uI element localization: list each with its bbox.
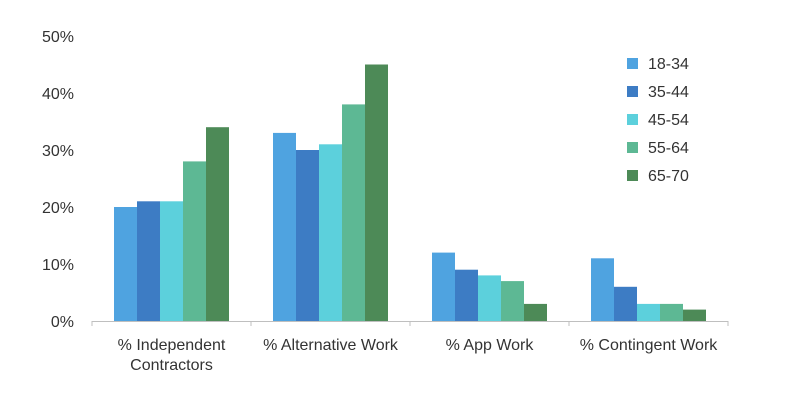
bars — [114, 64, 706, 322]
bar-35-44-1 — [296, 150, 319, 321]
legend-label: 18-34 — [648, 56, 689, 73]
x-category-label: % Alternative Work — [263, 337, 399, 354]
bar-45-54-3 — [637, 303, 660, 321]
bar-65-70-1 — [365, 64, 388, 321]
x-category-label: Contractors — [130, 357, 213, 374]
bar-35-44-0 — [137, 201, 160, 321]
bar-65-70-2 — [524, 303, 547, 321]
bar-35-44-3 — [614, 286, 637, 321]
legend-label: 65-70 — [648, 168, 689, 185]
legend-label: 55-64 — [648, 140, 689, 157]
y-tick-label: 10% — [42, 257, 74, 274]
x-axis-labels: % Independent Contractors % Alternative Wo… — [118, 337, 719, 374]
y-axis: 0% 10% 20% 30% 40% 50% — [42, 29, 74, 331]
bar-18-34-3 — [591, 258, 614, 321]
y-tick-label: 0% — [51, 314, 74, 331]
bar-55-64-2 — [501, 281, 524, 321]
legend-swatch-18-34 — [627, 58, 638, 69]
legend-swatch-45-54 — [627, 114, 638, 125]
legend-swatch-55-64 — [627, 142, 638, 153]
bar-18-34-0 — [114, 207, 137, 321]
y-tick-label: 40% — [42, 86, 74, 103]
bar-55-64-3 — [660, 303, 683, 321]
bar-18-34-1 — [273, 132, 296, 321]
bar-45-54-1 — [319, 144, 342, 321]
bar-55-64-1 — [342, 104, 365, 322]
bar-65-70-0 — [206, 127, 229, 321]
x-category-label: % Independent — [118, 337, 226, 354]
bar-18-34-2 — [432, 252, 455, 321]
legend-swatch-35-44 — [627, 86, 638, 97]
y-tick-label: 30% — [42, 143, 74, 160]
legend-swatch-65-70 — [627, 170, 638, 181]
bar-55-64-0 — [183, 161, 206, 321]
bar-45-54-2 — [478, 275, 501, 321]
bar-45-54-0 — [160, 201, 183, 321]
y-tick-label: 50% — [42, 29, 74, 46]
legend-label: 45-54 — [648, 112, 689, 129]
bar-65-70-3 — [683, 309, 706, 321]
y-tick-label: 20% — [42, 200, 74, 217]
x-category-label: % Contingent Work — [580, 337, 719, 354]
legend-label: 35-44 — [648, 84, 689, 101]
bar-35-44-2 — [455, 269, 478, 321]
legend: 18-34 35-44 45-54 55-64 65-70 — [627, 56, 689, 185]
x-category-label: % App Work — [446, 337, 535, 354]
x-axis-ticks — [91, 321, 729, 326]
